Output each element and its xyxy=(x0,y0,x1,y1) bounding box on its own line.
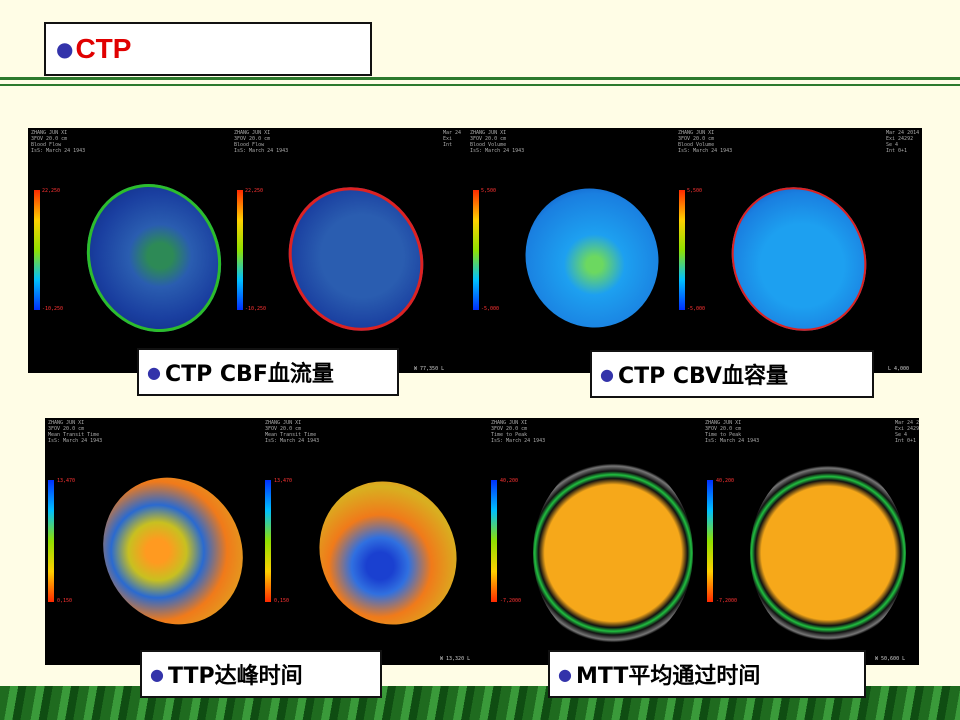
scan-metadata-right: Mar 24 2014 Exi 24292 Se 4 Int 0+1 xyxy=(886,130,920,154)
scale-max: 22,250 xyxy=(42,188,61,194)
color-scale-bar xyxy=(237,190,243,310)
scan-metadata: ZHANG JUN XI 3FOV 20.0 cm Time to Peak I… xyxy=(491,420,546,444)
color-scale-bar xyxy=(48,480,54,602)
brain-scan-cbf-1 xyxy=(66,164,242,352)
scale-min: -7,2000 xyxy=(716,598,738,604)
ctp-bottom-image-panel: ZHANG JUN XI 3FOV 20.0 cm Mean Transit T… xyxy=(45,418,919,665)
scale-min: -5,000 xyxy=(481,306,500,312)
scale-max: 5,500 xyxy=(481,188,497,194)
label-mtt: ● MTT平均通过时间 xyxy=(548,650,866,698)
scan-metadata: ZHANG JUN XI 3FOV 20.0 cm Blood Flow IsS… xyxy=(31,130,86,154)
bullet-icon: ● xyxy=(56,37,74,61)
scan-metadata: ZHANG JUN XI 3FOV 20.0 cm Blood Flow IsS… xyxy=(234,130,289,154)
color-scale-bar xyxy=(473,190,479,310)
scale-max: 22,250 xyxy=(245,188,264,194)
color-scale-bar xyxy=(34,190,40,310)
scale-min: 0,150 xyxy=(274,598,290,604)
scale-min: -10,250 xyxy=(42,306,64,312)
scan-metadata-right: Mar 24 Exi Int xyxy=(443,130,462,148)
header-rule-thin xyxy=(0,84,960,86)
color-scale-bar xyxy=(707,480,713,602)
scan-metadata-right: Mar 24 2014 Exi 24292 Se 4 Int 0+1 xyxy=(895,420,919,444)
brain-scan-cbv-2 xyxy=(708,164,890,354)
window-level-readout: W 13,320 L xyxy=(440,656,471,662)
label-cbf: ● CTP CBF血流量 xyxy=(137,348,399,396)
label-ttp: ● TTP达峰时间 xyxy=(140,650,382,698)
color-scale-bar xyxy=(679,190,685,310)
window-level-readout: L 4,000 xyxy=(888,366,910,372)
scan-metadata: ZHANG JUN XI 3FOV 20.0 cm Mean Transit T… xyxy=(265,420,320,444)
scan-metadata: ZHANG JUN XI 3FOV 20.0 cm Blood Volume I… xyxy=(678,130,733,154)
scale-max: 5,500 xyxy=(687,188,703,194)
scale-max: 13,470 xyxy=(57,478,76,484)
scan-metadata: ZHANG JUN XI 3FOV 20.0 cm Time to Peak I… xyxy=(705,420,760,444)
scale-min: -7,2000 xyxy=(500,598,522,604)
scale-min: -5,000 xyxy=(687,306,706,312)
label-mtt-text: MTT平均通过时间 xyxy=(575,664,761,689)
brain-scan-cbv-1 xyxy=(506,169,678,347)
brain-scan-mtt-1 xyxy=(533,458,693,648)
brain-scan-cbf-2 xyxy=(265,164,447,354)
header-rule xyxy=(0,77,960,80)
brain-scan-mtt-2 xyxy=(750,460,906,646)
bullet-icon: ● xyxy=(150,664,164,684)
label-cbf-text: CTP CBF血流量 xyxy=(164,362,334,387)
scan-metadata: ZHANG JUN XI 3FOV 20.0 cm Blood Volume I… xyxy=(470,130,525,154)
label-cbv: ● CTP CBV血容量 xyxy=(590,350,874,398)
label-ttp-text: TTP达峰时间 xyxy=(167,664,303,689)
brain-scan-ttp-1 xyxy=(76,452,270,650)
window-level-readout: W 50,600 L xyxy=(875,656,906,662)
scan-metadata: ZHANG JUN XI 3FOV 20.0 cm Mean Transit T… xyxy=(48,420,103,444)
bullet-icon: ● xyxy=(600,364,614,384)
slide-title: CTP xyxy=(75,33,132,64)
ctp-top-image-panel: ZHANG JUN XI 3FOV 20.0 cm Blood Flow IsS… xyxy=(28,128,922,373)
window-level-readout: W 77,350 L xyxy=(414,366,445,372)
scale-max: 13,470 xyxy=(274,478,293,484)
color-scale-bar xyxy=(491,480,497,602)
slide-title-box: ● CTP xyxy=(44,22,372,76)
color-scale-bar xyxy=(265,480,271,602)
bullet-icon: ● xyxy=(147,362,161,382)
scale-max: 40,200 xyxy=(500,478,519,484)
bullet-icon: ● xyxy=(558,664,572,684)
scale-min: 0,150 xyxy=(57,598,73,604)
scale-min: -10,250 xyxy=(245,306,267,312)
label-cbv-text: CTP CBV血容量 xyxy=(617,364,788,389)
scale-max: 40,200 xyxy=(716,478,735,484)
brain-scan-ttp-2 xyxy=(293,456,483,650)
